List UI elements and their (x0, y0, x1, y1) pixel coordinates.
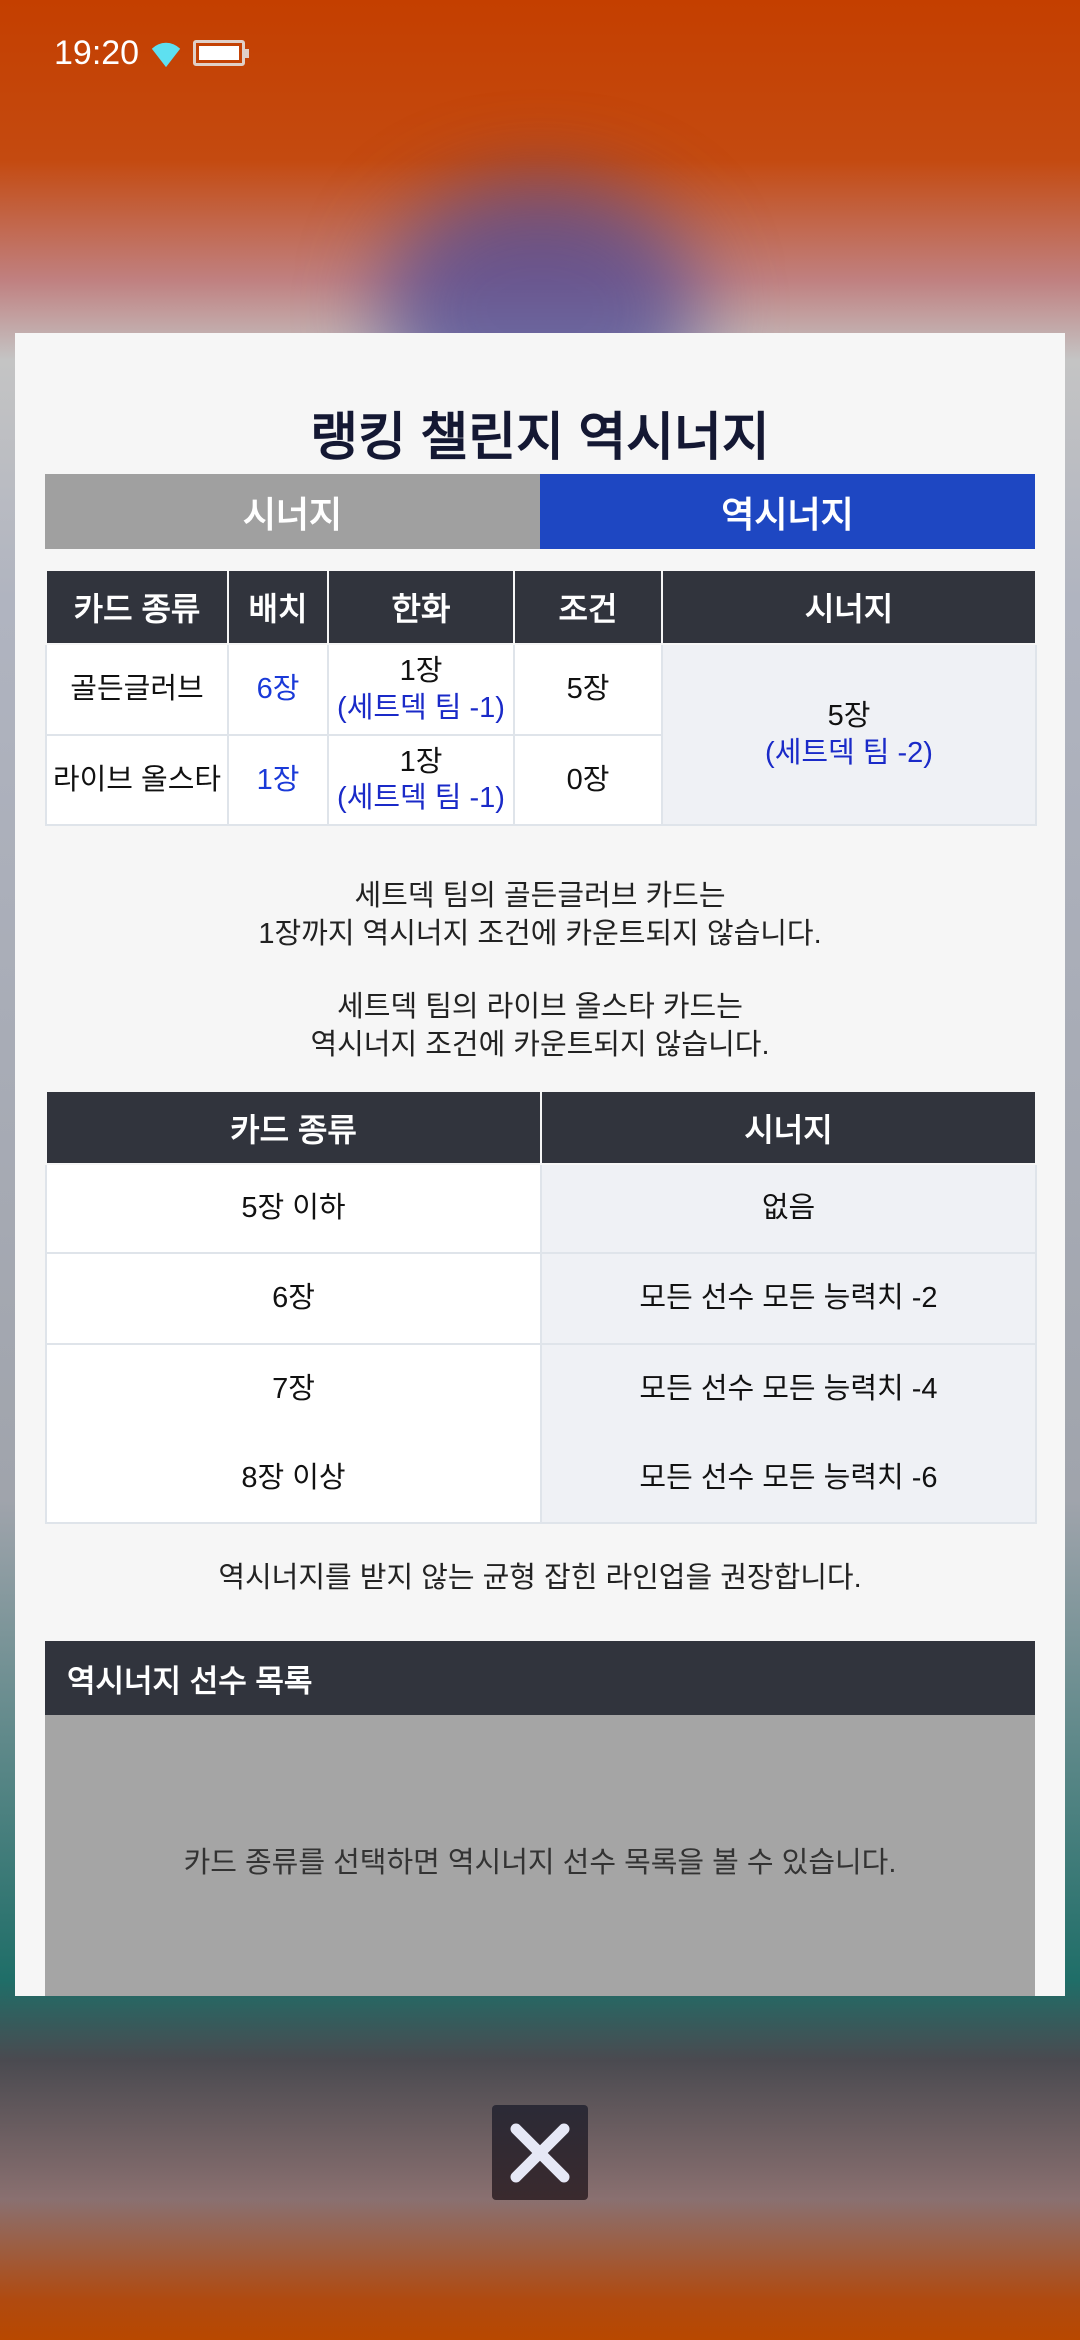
table-row: 7장 모든 선수 모든 능력치 -4 (45, 1343, 1037, 1434)
close-button[interactable] (492, 2105, 588, 2200)
note-golden-glove: 세트덱 팀의 골든글러브 카드는 1장까지 역시너지 조건에 카운트되지 않습니… (15, 877, 1065, 953)
player-list-empty-message: 카드 종류를 선택하면 역시너지 선수 목록을 볼 수 있습니다. (183, 1847, 897, 1879)
placement: 1장 (227, 734, 329, 826)
note-line: 역시너지 조건에 카운트되지 않습니다. (310, 1029, 770, 1061)
synergy-level-table: 카드 종류 시너지 5장 이하 없음 6장 모든 선수 모든 능력치 -2 7장 모든… (45, 1092, 1037, 1524)
condition: 5장 (513, 643, 663, 736)
wifi-icon (151, 42, 181, 68)
table-row: 골든글러브 6장 1장 (세트덱 팀 -1) 5장 5장 (세트덱 팀 -2) (45, 643, 1037, 826)
col-card-type: 카드 종류 (45, 1092, 542, 1165)
synergy-effect: 모든 선수 모든 능력치 -6 (540, 1434, 1037, 1524)
col-synergy: 시너지 (661, 571, 1037, 645)
synergy-effect: 없음 (540, 1163, 1037, 1254)
synergy-count: 5장 (827, 700, 871, 733)
placement: 6장 (227, 643, 329, 736)
synergy: 5장 (세트덱 팀 -2) (661, 643, 1037, 826)
card-count: 7장 (45, 1343, 542, 1434)
card-type: 라이브 올스타 (45, 734, 229, 826)
close-icon (510, 2123, 570, 2182)
synergy-effect: 모든 선수 모든 능력치 -4 (540, 1343, 1037, 1434)
note-line: 세트덱 팀의 골든글러브 카드는 (354, 880, 726, 912)
hanwha-note: (세트덱 팀 -1) (337, 691, 505, 724)
hanwha: 1장 (세트덱 팀 -1) (327, 643, 515, 736)
tab-synergy[interactable]: 시너지 (45, 474, 540, 549)
table-row: 라이브 올스타 1장 1장 (세트덱 팀 -1) 0장 (45, 734, 1036, 826)
anti-synergy-modal: 랭킹 챌린지 역시너지 시너지 역시너지 카드 종류 배치 한화 조건 시너지 … (15, 333, 1065, 1996)
synergy-note: (세트덱 팀 -2) (765, 736, 933, 769)
clock: 19:20 (54, 33, 140, 72)
col-placement: 배치 (227, 571, 329, 645)
table-row: 5장 이하 없음 (45, 1163, 1037, 1254)
col-card-type: 카드 종류 (45, 571, 229, 645)
table-row: 8장 이상 모든 선수 모든 능력치 -6 (45, 1434, 1037, 1524)
player-list-body: 카드 종류를 선택하면 역시너지 선수 목록을 볼 수 있습니다. (45, 1715, 1035, 1996)
player-list-header: 역시너지 선수 목록 (45, 1641, 1035, 1715)
battery-icon (193, 40, 250, 66)
status-bar: 19:20 (54, 28, 250, 78)
col-synergy: 시너지 (540, 1092, 1037, 1165)
note-line: 1장까지 역시너지 조건에 카운트되지 않습니다. (258, 918, 822, 950)
card-type: 골든글러브 (45, 643, 229, 736)
condition: 0장 (513, 734, 663, 826)
card-count: 6장 (45, 1252, 542, 1345)
hanwha-count: 1장 (399, 655, 443, 688)
card-count: 8장 이상 (45, 1434, 542, 1524)
table-row: 6장 모든 선수 모든 능력치 -2 (45, 1252, 1037, 1345)
hanwha-note: (세트덱 팀 -1) (337, 782, 505, 814)
condition-table: 카드 종류 배치 한화 조건 시너지 골든글러브 6장 1장 (세트덱 팀 -1)… (45, 571, 1037, 826)
col-condition: 조건 (513, 571, 663, 645)
hanwha-count: 1장 (399, 745, 443, 778)
col-hanwha: 한화 (327, 571, 515, 645)
synergy-effect: 모든 선수 모든 능력치 -2 (540, 1252, 1037, 1345)
card-count: 5장 이하 (45, 1163, 542, 1254)
recommendation-text: 역시너지를 받지 않는 균형 잡힌 라인업을 권장합니다. (218, 1562, 862, 1594)
tab-anti-synergy[interactable]: 역시너지 (540, 474, 1035, 549)
note-live-allstar: 세트덱 팀의 라이브 올스타 카드는 역시너지 조건에 카운트되지 않습니다. (15, 988, 1065, 1064)
hanwha: 1장 (세트덱 팀 -1) (327, 734, 515, 826)
modal-title: 랭킹 챌린지 역시너지 (310, 409, 770, 467)
note-line: 세트덱 팀의 라이브 올스타 카드는 (337, 991, 743, 1023)
